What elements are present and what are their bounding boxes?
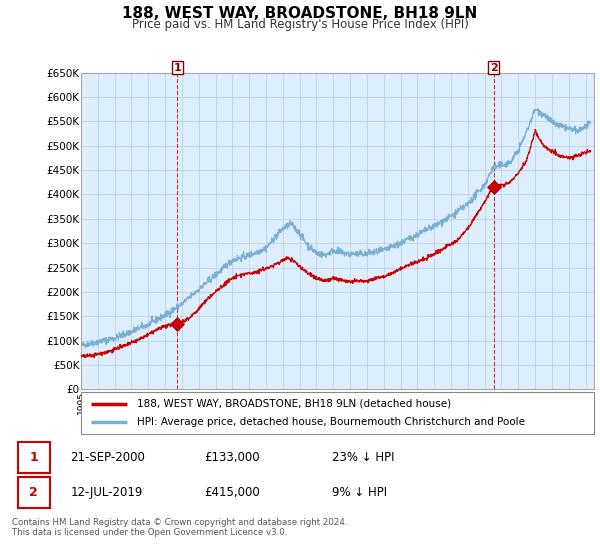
FancyBboxPatch shape [81,392,594,434]
Text: 188, WEST WAY, BROADSTONE, BH18 9LN (detached house): 188, WEST WAY, BROADSTONE, BH18 9LN (det… [137,399,452,409]
Text: 1: 1 [29,451,38,464]
Text: 23% ↓ HPI: 23% ↓ HPI [332,451,395,464]
Text: 21-SEP-2000: 21-SEP-2000 [70,451,145,464]
Text: 1: 1 [173,63,181,73]
FancyBboxPatch shape [18,442,50,473]
Text: HPI: Average price, detached house, Bournemouth Christchurch and Poole: HPI: Average price, detached house, Bour… [137,417,526,427]
Text: 2: 2 [29,486,38,498]
Text: 12-JUL-2019: 12-JUL-2019 [70,486,143,498]
Text: £133,000: £133,000 [204,451,260,464]
Text: 9% ↓ HPI: 9% ↓ HPI [332,486,387,498]
Text: 2: 2 [490,63,497,73]
Text: Price paid vs. HM Land Registry's House Price Index (HPI): Price paid vs. HM Land Registry's House … [131,18,469,31]
Text: 188, WEST WAY, BROADSTONE, BH18 9LN: 188, WEST WAY, BROADSTONE, BH18 9LN [122,6,478,21]
Text: Contains HM Land Registry data © Crown copyright and database right 2024.
This d: Contains HM Land Registry data © Crown c… [12,518,347,538]
FancyBboxPatch shape [18,477,50,507]
Text: £415,000: £415,000 [204,486,260,498]
